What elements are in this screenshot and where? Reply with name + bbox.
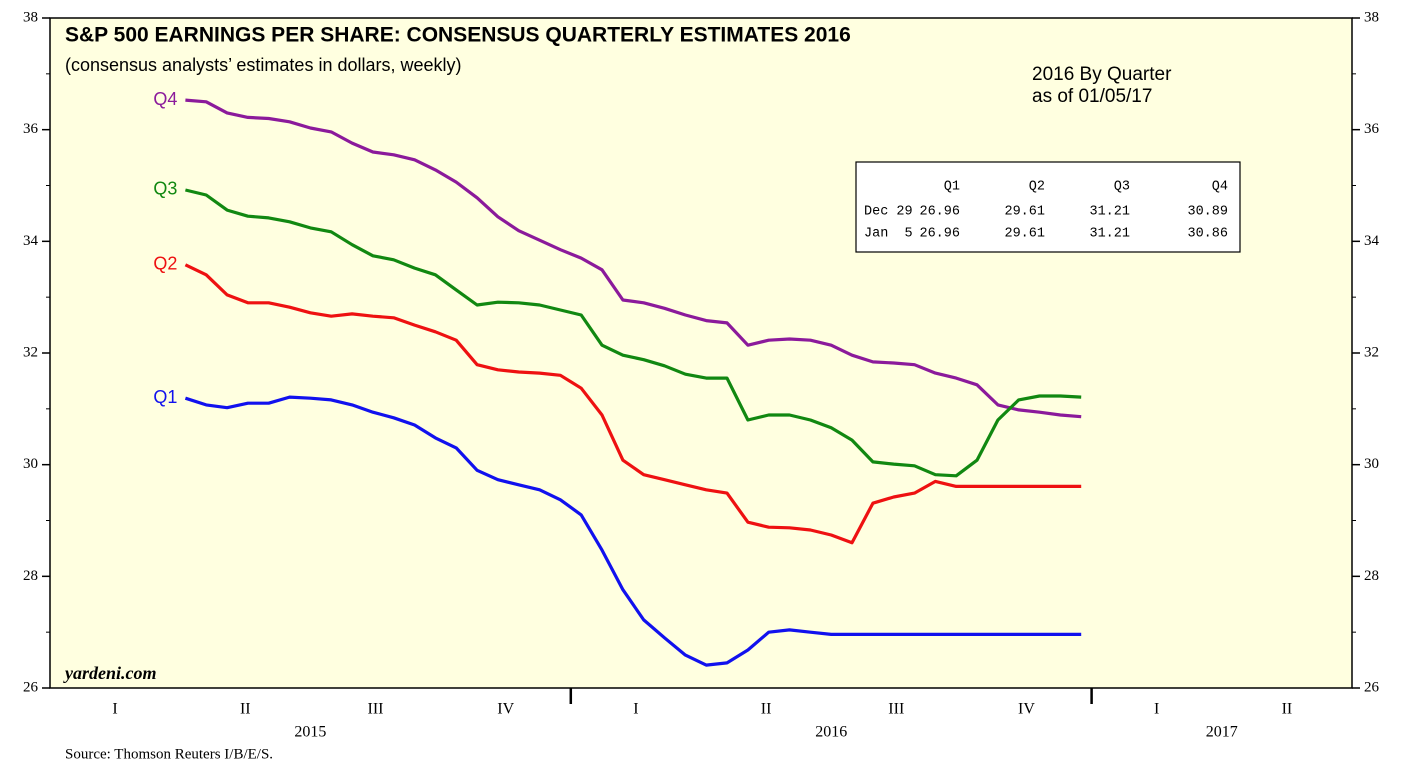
series-line [185, 188, 1082, 478]
y-tick-label: 34 [23, 233, 39, 249]
source: Source: Thomson Reuters I/B/E/S. [65, 746, 273, 762]
annotation: as of 01/05/17 [1032, 86, 1152, 107]
x-tick-label: IV [1018, 701, 1035, 718]
y-tick-label: 32 [23, 344, 38, 360]
data-table [855, 161, 1241, 253]
table-cell: 26.96 [919, 205, 960, 220]
year-label: 2015 [294, 724, 326, 741]
y-tick-label: 30 [23, 456, 38, 472]
table-cell: 31.21 [1089, 205, 1130, 220]
chart-subtitle: (consensus analysts’ estimates in dollar… [65, 55, 462, 75]
table-header: Q1 [944, 180, 960, 195]
series-line [184, 263, 1082, 545]
x-tick-label: II [240, 701, 251, 718]
table-cell: 31.21 [1089, 227, 1130, 242]
y2-tick-label: 28 [1364, 568, 1379, 584]
table-header: Q3 [1114, 180, 1130, 195]
chart-title: S&P 500 EARNINGS PER SHARE: CONSENSUS QU… [65, 24, 851, 47]
series-label: Q1 [153, 387, 177, 407]
watermark: yardeni.com [63, 663, 157, 683]
plot-area [49, 17, 1353, 689]
table-cell: 30.86 [1187, 227, 1228, 242]
table-row-label: Dec 29 [864, 205, 913, 220]
year-label: 2017 [1206, 724, 1238, 741]
table-cell: 29.61 [1004, 227, 1045, 242]
y2-tick-label: 30 [1364, 456, 1379, 472]
x-tick-label: III [368, 701, 384, 718]
y-tick-label: 38 [23, 9, 38, 25]
table-cell: 26.96 [919, 227, 960, 242]
x-tick-label: I [112, 701, 117, 718]
year-label: 2016 [815, 724, 847, 741]
table-cell: 30.89 [1187, 205, 1228, 220]
x-tick-label: I [633, 701, 638, 718]
series-label: Q2 [153, 254, 177, 274]
annotation: 2016 By Quarter [1032, 64, 1172, 85]
y-tick-label: 28 [23, 568, 38, 584]
series-label: Q3 [153, 179, 177, 199]
x-tick-label: II [1282, 701, 1293, 718]
table-row-label: Jan 5 [864, 227, 913, 242]
x-tick-label: II [761, 701, 772, 718]
y-tick-label: 26 [23, 679, 39, 695]
x-tick-label: III [888, 701, 904, 718]
table-header: Q4 [1212, 180, 1228, 195]
series-label: Q4 [153, 89, 177, 109]
y2-tick-label: 36 [1364, 121, 1380, 137]
y2-tick-label: 34 [1364, 233, 1380, 249]
x-tick-label: I [1154, 701, 1159, 718]
series-line [185, 98, 1082, 419]
y2-tick-label: 26 [1364, 679, 1380, 695]
y2-tick-label: 38 [1364, 9, 1379, 25]
table-header: Q2 [1029, 180, 1045, 195]
x-tick-label: IV [497, 701, 514, 718]
y-tick-label: 36 [23, 121, 39, 137]
series-line [184, 395, 1082, 667]
y2-tick-label: 32 [1364, 344, 1379, 360]
table-cell: 29.61 [1004, 205, 1045, 220]
